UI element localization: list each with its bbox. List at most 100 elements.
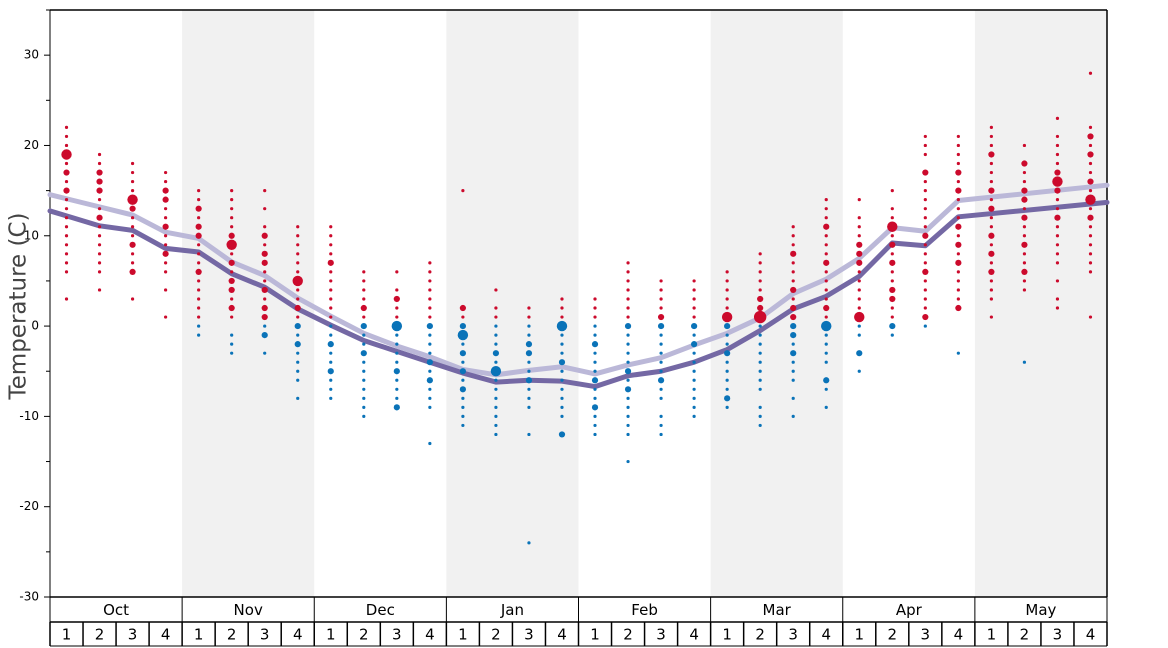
month-label-dec: Dec	[366, 601, 395, 619]
temperature-point	[428, 279, 432, 283]
temperature-point	[725, 279, 729, 283]
temperature-point	[659, 351, 663, 355]
temperature-point	[426, 377, 433, 384]
temperature-point	[1021, 187, 1028, 194]
temperature-point	[790, 350, 797, 357]
temperature-point	[593, 423, 597, 428]
temperature-point	[956, 297, 960, 301]
temperature-point	[989, 143, 993, 148]
temperature-point	[758, 351, 762, 355]
temperature-point	[659, 432, 663, 437]
temperature-point	[360, 350, 367, 357]
temperature-point	[461, 315, 465, 319]
temperature-point	[164, 288, 168, 292]
temperature-point	[857, 369, 861, 373]
week-label: 3	[1053, 626, 1063, 644]
temperature-point	[823, 377, 830, 384]
temperature-point	[362, 414, 366, 418]
temperature-point	[96, 169, 103, 176]
temperature-point	[527, 324, 531, 328]
week-label: 4	[1086, 626, 1096, 644]
temperature-point	[857, 225, 861, 229]
temperature-point	[64, 297, 69, 301]
temperature-point	[856, 250, 863, 257]
temperature-point	[96, 178, 103, 185]
temperature-point	[758, 279, 762, 283]
temperature-point	[758, 378, 762, 382]
temperature-point	[591, 341, 599, 348]
temperature-point	[97, 225, 102, 229]
temperature-point	[97, 152, 102, 157]
month-shade-jan	[446, 10, 579, 597]
temperature-point	[327, 341, 334, 348]
temperature-point	[296, 360, 300, 364]
temperature-point	[494, 423, 498, 428]
temperature-point	[560, 306, 564, 310]
temperature-point	[197, 189, 201, 193]
week-label: 2	[359, 626, 369, 644]
temperature-point	[195, 232, 202, 239]
week-label: 3	[656, 626, 666, 644]
temperature-point	[327, 368, 334, 375]
temperature-point	[525, 377, 533, 384]
temperature-point	[294, 341, 301, 348]
temperature-point	[823, 223, 830, 230]
temperature-point	[461, 360, 465, 364]
temperature-point	[556, 320, 568, 332]
temperature-point	[626, 432, 630, 437]
week-label: 3	[788, 626, 798, 644]
temperature-point	[261, 250, 268, 257]
temperature-point	[494, 324, 498, 328]
temperature-point	[725, 306, 729, 310]
temperature-point	[989, 288, 993, 292]
temperature-point	[97, 270, 102, 274]
temperature-point	[956, 351, 960, 355]
temperature-point	[758, 360, 762, 364]
temperature-point	[824, 315, 828, 319]
temperature-point	[956, 252, 960, 256]
temperature-point	[230, 225, 234, 229]
temperature-point	[329, 396, 333, 400]
temperature-point	[725, 405, 729, 409]
temperature-point	[329, 252, 333, 256]
temperature-point	[757, 295, 764, 303]
temperature-point	[164, 234, 168, 238]
temperature-point	[791, 342, 795, 346]
temperature-point	[824, 405, 828, 409]
temperature-point	[791, 234, 795, 238]
temperature-point	[461, 396, 465, 400]
temperature-point	[988, 232, 995, 239]
temperature-point	[64, 270, 69, 274]
temperature-point	[856, 241, 863, 248]
temperature-point	[130, 234, 135, 238]
temperature-point	[725, 360, 729, 364]
temperature-point	[1088, 234, 1093, 238]
temperature-point	[1088, 270, 1093, 274]
temperature-point	[362, 396, 366, 400]
temperature-point	[721, 311, 733, 323]
temperature-point	[692, 378, 696, 382]
temperature-point	[362, 279, 366, 283]
temperature-point	[230, 207, 234, 211]
temperature-point	[395, 396, 399, 400]
week-label: 1	[194, 626, 204, 644]
temperature-point	[923, 216, 927, 220]
temperature-point	[1021, 268, 1028, 275]
temperature-point	[228, 232, 235, 239]
temperature-point	[360, 304, 367, 312]
temperature-point	[725, 333, 729, 337]
temperature-point	[63, 187, 70, 194]
temperature-point	[296, 297, 300, 301]
temperature-point	[1088, 161, 1093, 166]
temperature-point	[130, 252, 135, 256]
temperature-point	[261, 232, 268, 239]
temperature-point	[327, 259, 334, 266]
temperature-point	[857, 216, 861, 220]
y-axis: -30 -20 -10 0 10 20 30	[19, 9, 1108, 604]
temperature-point	[988, 250, 995, 257]
month-shade-nov	[182, 10, 315, 597]
temperature-point	[428, 387, 432, 391]
temperature-point	[988, 205, 995, 212]
temperature-point	[64, 161, 69, 166]
temperature-point	[1055, 306, 1060, 310]
